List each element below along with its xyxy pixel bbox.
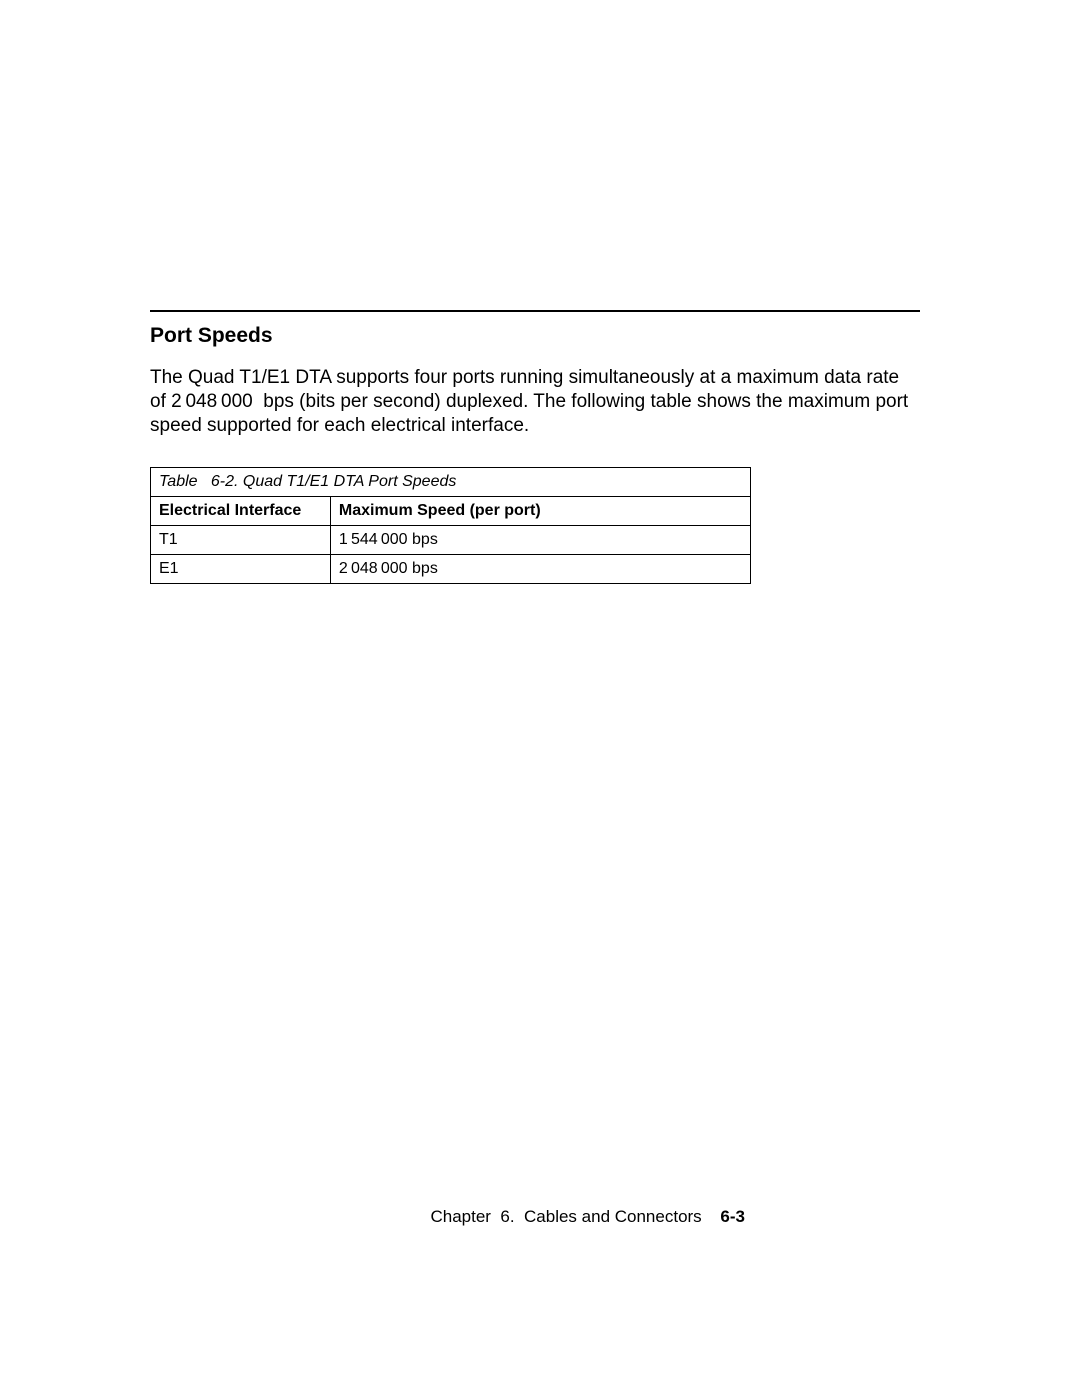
table-caption-text: 6-2. Quad T1/E1 DTA Port Speeds (211, 473, 456, 490)
section-rule (150, 310, 920, 312)
table-cell: 1 544 000 bps (330, 526, 750, 555)
table-header-row: Electrical Interface Maximum Speed (per … (151, 497, 751, 526)
section-title: Port Speeds (150, 324, 920, 348)
table-cell: E1 (151, 555, 331, 584)
table-header-cell: Electrical Interface (151, 497, 331, 526)
table-caption-row: Table 6-2. Quad T1/E1 DTA Port Speeds (151, 468, 751, 497)
section-paragraph: The Quad T1/E1 DTA supports four ports r… (150, 366, 920, 437)
page-footer: Chapter 6. Cables and Connectors 6-3 (430, 1207, 745, 1227)
table-row: E1 2 048 000 bps (151, 555, 751, 584)
port-speeds-table: Table 6-2. Quad T1/E1 DTA Port Speeds El… (150, 467, 751, 584)
table-row: T1 1 544 000 bps (151, 526, 751, 555)
table-cell: T1 (151, 526, 331, 555)
document-page: Port Speeds The Quad T1/E1 DTA supports … (0, 0, 1080, 1397)
footer-chapter: Chapter 6. Cables and Connectors (430, 1207, 701, 1226)
table-cell: 2 048 000 bps (330, 555, 750, 584)
table-header-cell: Maximum Speed (per port) (330, 497, 750, 526)
table-caption: Table 6-2. Quad T1/E1 DTA Port Speeds (151, 468, 751, 497)
table-caption-prefix: Table (159, 473, 198, 490)
footer-page-number: 6-3 (720, 1207, 745, 1226)
